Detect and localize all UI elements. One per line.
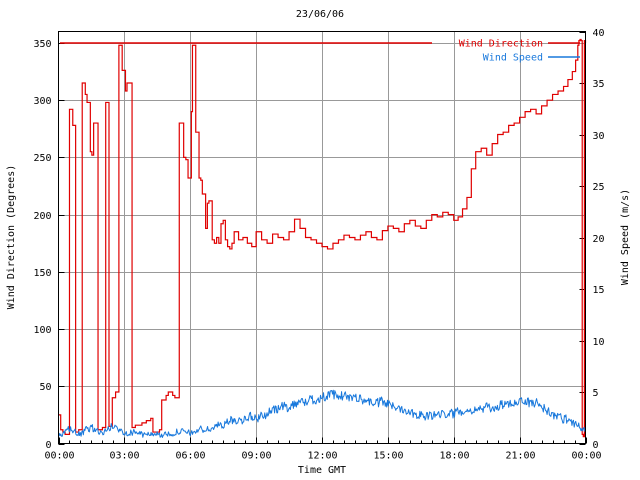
y-tick-label: 100 <box>33 325 51 336</box>
legend-label-wind-direction: Wind Direction <box>459 39 543 50</box>
x-tick-label: 18:00 <box>439 451 469 462</box>
y2-tick-label: 10 <box>593 337 605 348</box>
y-tick-label: 150 <box>33 268 51 279</box>
y-tick-label: 50 <box>39 382 51 393</box>
y2-tick-label: 35 <box>593 79 605 90</box>
y2-tick-label: 0 <box>593 440 599 451</box>
y-tick-label: 300 <box>33 96 51 107</box>
series-lines <box>58 38 587 438</box>
wind-direction-line <box>58 38 587 438</box>
y2-tick-label: 5 <box>593 388 599 399</box>
x-tick-label: 00:00 <box>44 451 74 462</box>
y2-tick-label: 20 <box>593 234 605 245</box>
x-axis-ticks: 00:00 03:00 06:00 09:00 12:00 15:00 18:00 21:00… <box>44 437 602 462</box>
x-tick-label: 06:00 <box>175 451 205 462</box>
x-tick-label: 21:00 <box>505 451 535 462</box>
y-tick-label: 200 <box>33 211 51 222</box>
chart-title: 23/06/06 <box>296 9 344 20</box>
legend-label-wind-speed: Wind Speed <box>483 53 543 64</box>
x-tick-label: 09:00 <box>241 451 271 462</box>
y-axis-title: Wind Direction (Degrees) <box>6 165 17 310</box>
x-tick-label: 00:00 <box>571 451 601 462</box>
y-tick-label: 250 <box>33 153 51 164</box>
plot-frame <box>58 31 586 444</box>
y-axis-ticks: 0 50 100 150 200 250 300 350 <box>33 39 65 451</box>
x-tick-label: 03:00 <box>109 451 139 462</box>
chart-legend: Wind Direction Wind Speed <box>60 39 580 64</box>
y2-axis-title: Wind Speed (m/s) <box>620 189 631 285</box>
y2-tick-label: 40 <box>593 28 605 39</box>
y-tick-label: 0 <box>45 440 51 451</box>
y-tick-label: 350 <box>33 39 51 50</box>
y2-tick-label: 30 <box>593 131 605 142</box>
x-axis-title: Time GMT <box>298 465 346 476</box>
y2-tick-label: 15 <box>593 285 605 296</box>
x-tick-label: 15:00 <box>373 451 403 462</box>
y2-tick-label: 25 <box>593 182 605 193</box>
x-tick-label: 12:00 <box>307 451 337 462</box>
wind-speed-line <box>58 389 586 438</box>
